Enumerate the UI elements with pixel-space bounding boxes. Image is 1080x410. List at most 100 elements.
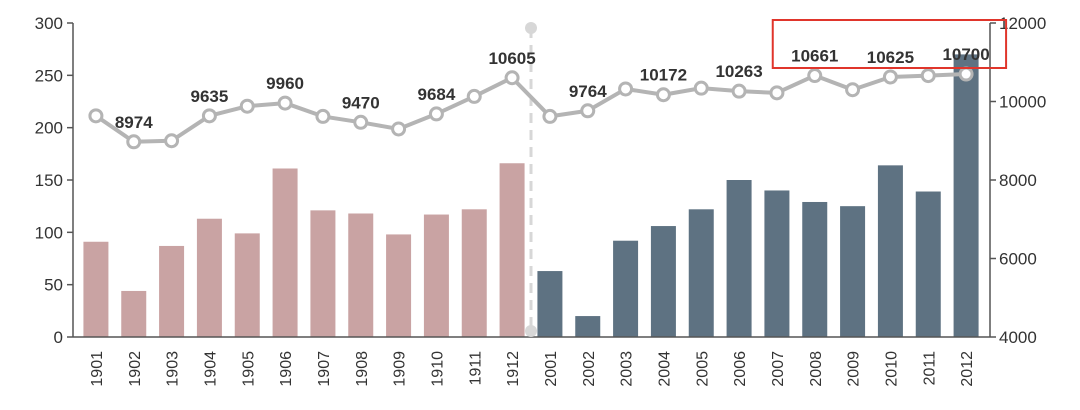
bar (272, 168, 298, 337)
category-label: 2010 (883, 351, 900, 387)
line-point (504, 70, 520, 86)
left-axis-tick-label: 300 (35, 14, 63, 33)
line-point (693, 80, 709, 96)
line-point (353, 114, 369, 130)
line-point (655, 87, 671, 103)
bar (310, 210, 336, 337)
line-point (807, 68, 823, 84)
category-label: 1909 (392, 351, 409, 387)
line-point (845, 82, 861, 98)
right-axis-tick-label: 10000 (999, 93, 1046, 112)
category-label: 1912 (505, 351, 522, 387)
right-axis-tick-label: 8000 (999, 171, 1037, 190)
category-label: 1903 (165, 351, 182, 387)
line-point (164, 133, 180, 149)
category-label: 2001 (543, 351, 560, 387)
category-label: 2008 (808, 351, 825, 387)
bar (726, 180, 752, 337)
data-label: 10172 (640, 66, 687, 85)
data-label: 10605 (488, 49, 535, 68)
line-point (882, 69, 898, 85)
bar (159, 245, 185, 337)
line-point (958, 66, 974, 82)
category-label: 1910 (429, 351, 446, 387)
category-label: 1902 (127, 351, 144, 387)
bar (915, 191, 941, 337)
right-axis-tick-label: 4000 (999, 328, 1037, 347)
data-label: 9635 (191, 87, 229, 106)
category-label: 2003 (619, 351, 636, 387)
line-point (769, 85, 785, 101)
data-label: 9764 (569, 82, 607, 101)
bar (764, 190, 790, 337)
bar (802, 201, 828, 337)
category-label: 2006 (732, 351, 749, 387)
category-label: 2012 (959, 351, 976, 387)
left-axis-tick-label: 200 (35, 119, 63, 138)
bar (688, 209, 714, 337)
bar (461, 209, 487, 337)
category-label: 2005 (694, 351, 711, 387)
data-label: 10661 (791, 47, 838, 66)
line-point (126, 134, 142, 150)
line-point (731, 83, 747, 99)
data-label: 9684 (418, 85, 456, 104)
line-point (277, 95, 293, 111)
line-point (580, 103, 596, 119)
right-axis-tick-label: 6000 (999, 250, 1037, 269)
line-point (315, 108, 331, 124)
line-point (88, 108, 104, 124)
category-label: 2011 (921, 351, 938, 386)
divider-bottom-dot (525, 325, 537, 337)
left-axis-tick-label: 250 (35, 66, 63, 85)
category-label: 1906 (278, 351, 295, 387)
left-axis-tick-label: 150 (35, 171, 63, 190)
category-label: 1911 (467, 351, 484, 386)
bar (121, 290, 147, 337)
bar (83, 241, 109, 337)
data-label: 9960 (266, 74, 304, 93)
bar (877, 165, 903, 337)
data-label: 10263 (715, 62, 762, 81)
line-point (920, 68, 936, 84)
category-label: 2009 (846, 351, 863, 387)
data-label: 10700 (942, 45, 989, 64)
left-axis-tick-label: 100 (35, 223, 63, 242)
category-label: 1905 (240, 351, 257, 387)
highlight-box (771, 19, 1008, 69)
category-label: 2007 (770, 351, 787, 387)
category-label: 1908 (354, 351, 371, 387)
bar (575, 316, 601, 337)
category-label: 2004 (656, 351, 673, 387)
category-label: 1904 (202, 351, 219, 387)
bar (499, 163, 525, 337)
category-label: 2002 (581, 351, 598, 387)
bar (953, 54, 979, 338)
bar (386, 234, 412, 337)
data-label: 9470 (342, 93, 380, 112)
line-point (466, 88, 482, 104)
bar (348, 213, 374, 337)
right-axis-tick-label: 12000 (999, 14, 1046, 33)
left-axis-tick-label: 0 (54, 328, 63, 347)
line-point (618, 81, 634, 97)
left-axis-tick-label: 50 (44, 276, 63, 295)
line-point (239, 98, 255, 114)
line-point (542, 108, 558, 124)
bar (537, 271, 563, 337)
line-point (428, 106, 444, 122)
bar (234, 233, 260, 337)
line-point (391, 121, 407, 137)
bar (650, 226, 676, 337)
category-label: 1901 (89, 351, 106, 387)
category-label: 1907 (316, 351, 333, 387)
bar (196, 218, 222, 337)
bar (840, 206, 866, 337)
bar (423, 214, 449, 337)
line-point (201, 108, 217, 124)
data-label: 8974 (115, 113, 153, 132)
divider-top-dot (525, 22, 537, 34)
bar (613, 240, 639, 337)
